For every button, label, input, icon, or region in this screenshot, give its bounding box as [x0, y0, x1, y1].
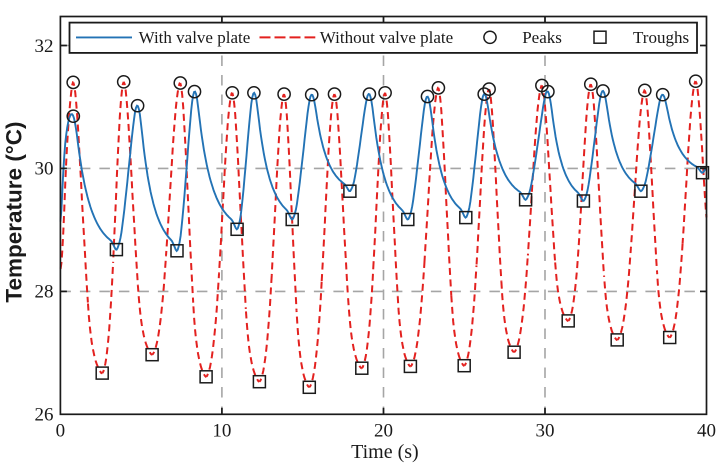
svg-text:20: 20	[374, 420, 393, 441]
svg-text:30: 30	[35, 159, 54, 180]
svg-text:30: 30	[536, 420, 555, 441]
svg-text:28: 28	[35, 282, 54, 303]
svg-text:Peaks: Peaks	[522, 28, 562, 47]
svg-text:With valve plate: With valve plate	[139, 28, 251, 47]
svg-text:32: 32	[35, 36, 54, 57]
svg-text:Troughs: Troughs	[633, 28, 689, 47]
svg-text:0: 0	[56, 420, 66, 441]
svg-text:Time (s): Time (s)	[351, 441, 419, 463]
svg-text:Without valve plate: Without valve plate	[320, 28, 453, 47]
svg-text:Temperature (°C): Temperature (°C)	[2, 121, 27, 302]
svg-text:40: 40	[697, 420, 716, 441]
svg-text:26: 26	[35, 405, 54, 426]
svg-text:10: 10	[212, 420, 231, 441]
